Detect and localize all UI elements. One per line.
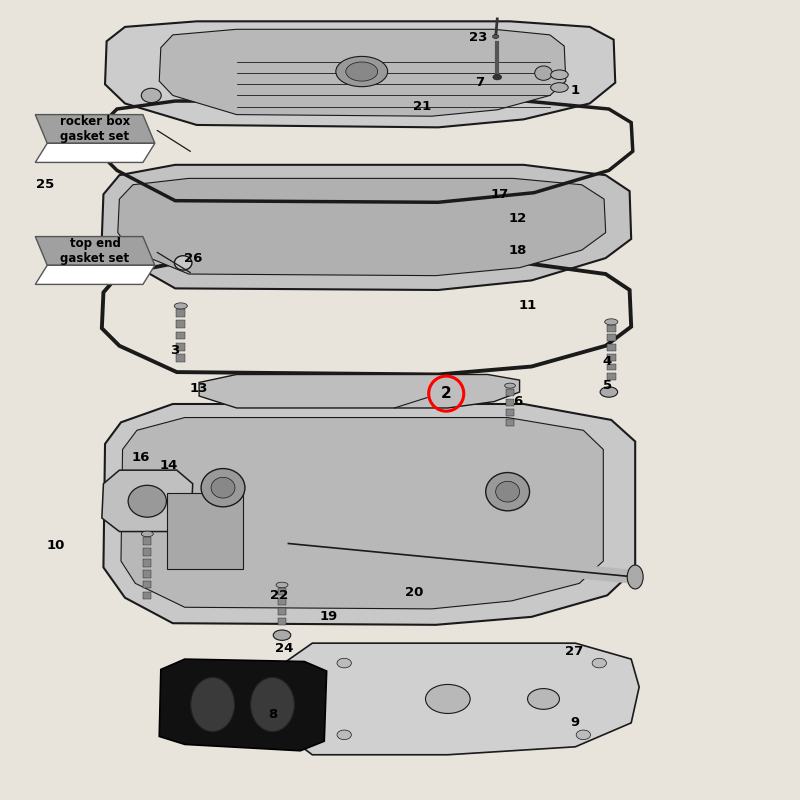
Ellipse shape (276, 582, 288, 588)
Bar (167, 494, 243, 569)
Text: 21: 21 (413, 100, 431, 113)
Bar (506, 389, 514, 396)
Polygon shape (102, 165, 631, 290)
Bar (143, 581, 151, 589)
Ellipse shape (337, 730, 351, 740)
Text: 1: 1 (571, 84, 580, 97)
Text: 18: 18 (509, 244, 527, 257)
Bar (176, 342, 185, 350)
Text: 16: 16 (132, 451, 150, 464)
Text: 8: 8 (268, 708, 277, 721)
Bar (607, 344, 616, 351)
Ellipse shape (128, 486, 166, 517)
Bar (176, 321, 185, 328)
Text: 13: 13 (190, 382, 208, 394)
Polygon shape (105, 22, 615, 127)
Bar (278, 588, 286, 595)
Bar (143, 538, 151, 545)
Bar (278, 598, 286, 605)
Ellipse shape (493, 74, 502, 80)
Polygon shape (159, 659, 326, 750)
Text: 22: 22 (270, 589, 288, 602)
Ellipse shape (550, 82, 568, 92)
Ellipse shape (201, 469, 245, 507)
Polygon shape (35, 114, 155, 143)
Polygon shape (35, 266, 155, 285)
Bar (143, 548, 151, 556)
Polygon shape (103, 404, 635, 625)
Text: 12: 12 (509, 212, 527, 225)
Polygon shape (102, 470, 193, 531)
Text: 14: 14 (160, 459, 178, 472)
Ellipse shape (142, 88, 162, 102)
Bar (607, 374, 616, 380)
Bar (176, 331, 185, 339)
Ellipse shape (274, 630, 290, 640)
Ellipse shape (605, 319, 618, 325)
Text: 4: 4 (602, 355, 612, 368)
Polygon shape (199, 374, 519, 408)
Polygon shape (35, 143, 155, 162)
Ellipse shape (592, 658, 606, 668)
Text: 17: 17 (490, 188, 509, 201)
Ellipse shape (337, 658, 351, 668)
Bar (506, 409, 514, 415)
Bar (143, 559, 151, 566)
Ellipse shape (174, 256, 192, 270)
Ellipse shape (336, 56, 388, 86)
Text: 9: 9 (571, 716, 580, 730)
Text: 24: 24 (275, 642, 294, 655)
Ellipse shape (496, 482, 519, 502)
Polygon shape (35, 237, 155, 266)
Text: 23: 23 (469, 30, 487, 44)
Ellipse shape (627, 565, 643, 589)
Text: 10: 10 (46, 538, 65, 551)
Ellipse shape (493, 34, 499, 38)
Ellipse shape (250, 678, 294, 732)
Text: 25: 25 (36, 178, 54, 191)
Text: rocker box
gasket set: rocker box gasket set (60, 115, 130, 143)
Ellipse shape (527, 689, 559, 710)
Ellipse shape (505, 383, 515, 388)
Ellipse shape (190, 678, 234, 732)
Ellipse shape (142, 531, 154, 537)
Ellipse shape (426, 685, 470, 714)
Ellipse shape (486, 473, 530, 511)
Text: 19: 19 (319, 610, 338, 623)
Bar (607, 363, 616, 370)
Ellipse shape (576, 730, 590, 740)
Bar (506, 398, 514, 406)
Text: top end
gasket set: top end gasket set (61, 237, 130, 265)
Ellipse shape (600, 387, 618, 398)
Polygon shape (121, 418, 603, 609)
Text: 3: 3 (170, 344, 180, 357)
Text: 5: 5 (602, 379, 612, 392)
Bar (506, 418, 514, 426)
Ellipse shape (174, 303, 187, 309)
Bar (176, 310, 185, 317)
Ellipse shape (346, 62, 378, 81)
Ellipse shape (211, 478, 235, 498)
Text: 6: 6 (514, 395, 522, 408)
Polygon shape (159, 30, 566, 116)
Polygon shape (265, 643, 639, 754)
Bar (607, 334, 616, 342)
Text: 27: 27 (565, 645, 583, 658)
Bar (607, 325, 616, 331)
Text: 2: 2 (441, 386, 452, 401)
Bar (278, 608, 286, 615)
Text: 11: 11 (518, 299, 537, 313)
Bar (278, 618, 286, 625)
Bar (176, 354, 185, 362)
Ellipse shape (534, 66, 552, 80)
Bar (143, 570, 151, 578)
Text: 20: 20 (405, 586, 423, 599)
Bar (143, 592, 151, 599)
Bar (607, 354, 616, 361)
Text: 7: 7 (475, 76, 484, 90)
Ellipse shape (550, 70, 568, 79)
Text: 26: 26 (183, 251, 202, 265)
Polygon shape (118, 178, 606, 276)
